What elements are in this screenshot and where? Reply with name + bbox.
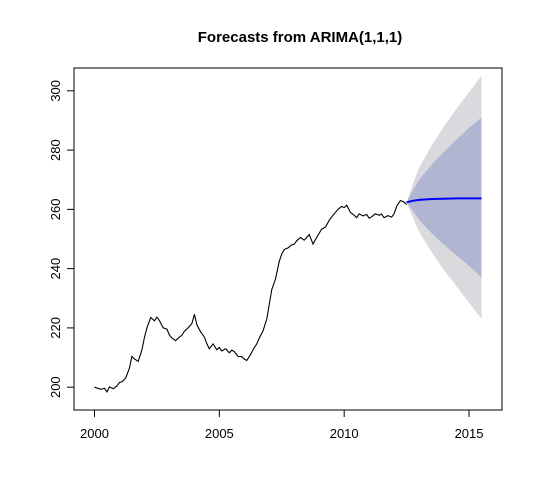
y-tick-label: 300 — [48, 80, 63, 102]
x-tick-label: 2005 — [205, 426, 234, 441]
y-tick-label: 240 — [48, 258, 63, 280]
y-tick-label: 260 — [48, 199, 63, 221]
chart-title: Forecasts from ARIMA(1,1,1) — [198, 29, 403, 46]
x-tick-label: 2015 — [455, 426, 484, 441]
history-series-line — [94, 199, 407, 393]
forecast-mean-line — [406, 197, 482, 204]
series-lines — [94, 197, 482, 393]
y-tick-label: 280 — [48, 139, 63, 161]
y-tick-label: 220 — [48, 317, 63, 339]
x-tick-label: 2000 — [80, 426, 109, 441]
y-tick-label: 200 — [48, 376, 63, 398]
x-tick-label: 2010 — [330, 426, 359, 441]
y-axis: 200 220 240 260 280 300 — [48, 80, 75, 398]
band-80 — [406, 117, 482, 278]
prediction-intervals — [406, 76, 482, 319]
x-axis: 2000 2005 2010 2015 — [80, 409, 484, 441]
